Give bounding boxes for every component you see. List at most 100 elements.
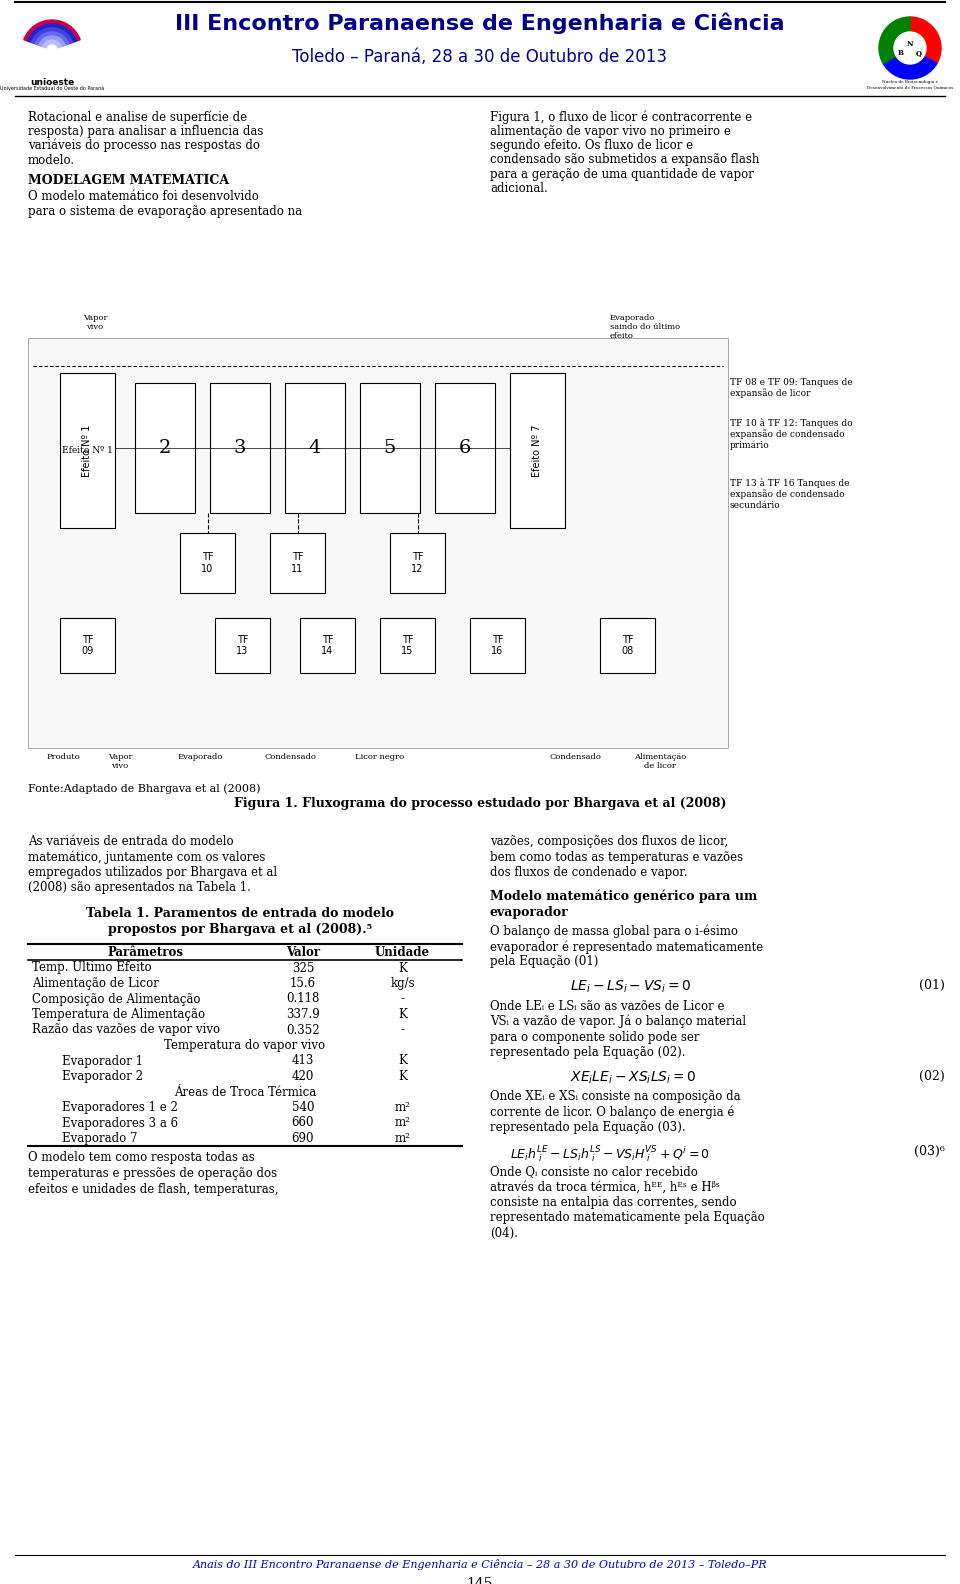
Wedge shape xyxy=(910,17,941,63)
Text: TF
09: TF 09 xyxy=(82,635,94,656)
Text: Tabela 1. Paramentos de entrada do modelo: Tabela 1. Paramentos de entrada do model… xyxy=(86,908,394,920)
Text: Áreas de Troca Térmica: Áreas de Troca Térmica xyxy=(174,1085,316,1098)
Wedge shape xyxy=(42,40,61,48)
Bar xyxy=(215,618,270,673)
Text: TF
14: TF 14 xyxy=(322,635,334,656)
Text: corrente de licor. O balanço de energia é: corrente de licor. O balanço de energia … xyxy=(490,1106,734,1118)
Wedge shape xyxy=(879,17,910,63)
Text: Licor negro: Licor negro xyxy=(355,752,404,760)
Circle shape xyxy=(894,32,926,63)
Text: Unidade: Unidade xyxy=(375,946,430,958)
Text: K: K xyxy=(398,1055,407,1068)
Text: N: N xyxy=(907,40,913,48)
Text: 420: 420 xyxy=(292,1071,314,1083)
Text: Universidade Estadual do Oeste do Paraná: Universidade Estadual do Oeste do Paraná xyxy=(0,86,104,90)
Text: 145: 145 xyxy=(467,1578,493,1584)
Bar xyxy=(300,618,355,673)
Text: 15.6: 15.6 xyxy=(290,977,316,990)
Text: Rotacional e analise de superfície de: Rotacional e analise de superfície de xyxy=(28,109,247,124)
Text: $LE_i h^{LE}_{\ i} - LS_i h^{LS}_{\ i} - VS_i H^{VS}_{\ i} + Q^i = 0$: $LE_i h^{LE}_{\ i} - LS_i h^{LS}_{\ i} -… xyxy=(510,1145,710,1164)
Wedge shape xyxy=(24,21,81,41)
Text: evaporador: evaporador xyxy=(490,906,568,919)
Text: O modelo tem como resposta todas as: O modelo tem como resposta todas as xyxy=(28,1152,254,1164)
Text: TF
16: TF 16 xyxy=(492,635,504,656)
Circle shape xyxy=(877,14,943,81)
Text: variáveis do processo nas respostas do: variáveis do processo nas respostas do xyxy=(28,139,260,152)
Text: (03)⁶: (03)⁶ xyxy=(914,1145,945,1158)
Text: representado pela Equação (03).: representado pela Equação (03). xyxy=(490,1121,685,1134)
Wedge shape xyxy=(28,24,77,43)
Text: O modelo matemático foi desenvolvido: O modelo matemático foi desenvolvido xyxy=(28,190,259,203)
Text: representado pela Equação (02).: representado pela Equação (02). xyxy=(490,1045,685,1060)
Bar xyxy=(600,618,655,673)
Text: Onde LEᵢ e LSᵢ são as vazões de Licor e: Onde LEᵢ e LSᵢ são as vazões de Licor e xyxy=(490,1000,725,1012)
Text: Alimentação de Licor: Alimentação de Licor xyxy=(32,977,158,990)
Text: $XE_i LE_i - XS_i LS_i = 0$: $XE_i LE_i - XS_i LS_i = 0$ xyxy=(570,1069,697,1087)
Text: temperaturas e pressões de operação dos: temperaturas e pressões de operação dos xyxy=(28,1167,277,1180)
Text: através da troca térmica, hᴱᴱ, hᴱˢ e Hᵝˢ: através da troca térmica, hᴱᴱ, hᴱˢ e Hᵝˢ xyxy=(490,1180,720,1193)
Text: adicional.: adicional. xyxy=(490,182,548,195)
Bar xyxy=(135,383,195,513)
Text: 4: 4 xyxy=(309,439,322,458)
Text: Valor: Valor xyxy=(286,946,320,958)
Text: Figura 1. Fluxograma do processo estudado por Bhargava et al (2008): Figura 1. Fluxograma do processo estudad… xyxy=(233,797,727,809)
Text: efeitos e unidades de flash, temperaturas,: efeitos e unidades de flash, temperatura… xyxy=(28,1183,278,1196)
Text: Temperatura do vapor vivo: Temperatura do vapor vivo xyxy=(164,1039,325,1052)
Text: Evaporado
saindo do último
efeito: Evaporado saindo do último efeito xyxy=(610,314,680,341)
Text: consiste na entalpia das correntes, sendo: consiste na entalpia das correntes, send… xyxy=(490,1196,736,1209)
Text: TF 10 à TF 12: Tanques do
expansão de condensado
primário: TF 10 à TF 12: Tanques do expansão de co… xyxy=(730,418,852,450)
Text: 337.9: 337.9 xyxy=(286,1007,320,1022)
Text: matemático, juntamente com os valores: matemático, juntamente com os valores xyxy=(28,851,265,863)
Text: Evaporadores 3 a 6: Evaporadores 3 a 6 xyxy=(62,1117,179,1129)
Bar xyxy=(360,383,420,513)
Text: bem como todas as temperaturas e vazões: bem como todas as temperaturas e vazões xyxy=(490,851,743,863)
Text: Condensado: Condensado xyxy=(264,752,316,760)
Text: Anais do III Encontro Paranaense de Engenharia e Ciência – 28 a 30 de Outubro de: Anais do III Encontro Paranaense de Enge… xyxy=(193,1559,767,1570)
Text: Evaporador 1: Evaporador 1 xyxy=(62,1055,143,1068)
Text: TF 08 e TF 09: Tanques de
expansão de licor: TF 08 e TF 09: Tanques de expansão de li… xyxy=(730,379,852,398)
Text: TF 13 à TF 16 Tanques de
expansão de condensado
secundário: TF 13 à TF 16 Tanques de expansão de con… xyxy=(730,478,850,510)
Text: $LE_i - LS_i - VS_i = 0$: $LE_i - LS_i - VS_i = 0$ xyxy=(570,979,691,995)
Text: (02): (02) xyxy=(920,1069,945,1082)
Text: Efeito Nº 1: Efeito Nº 1 xyxy=(83,425,92,477)
Text: Onde Qᵢ consiste no calor recebido: Onde Qᵢ consiste no calor recebido xyxy=(490,1164,698,1178)
Text: modelo.: modelo. xyxy=(28,154,75,166)
Bar xyxy=(270,532,325,592)
Text: 540: 540 xyxy=(292,1101,314,1114)
Text: m²: m² xyxy=(395,1133,411,1145)
Text: 0.118: 0.118 xyxy=(286,993,320,1006)
Text: Alimentação
de licor: Alimentação de licor xyxy=(634,752,686,770)
Text: Temp. Ultimo Efeito: Temp. Ultimo Efeito xyxy=(32,961,152,974)
Text: III Encontro Paranaense de Engenharia e Ciência: III Encontro Paranaense de Engenharia e … xyxy=(175,13,785,33)
Text: propostos por Bhargava et al (2008).⁵: propostos por Bhargava et al (2008).⁵ xyxy=(108,922,372,936)
Text: alimentação de vapor vivo no primeiro e: alimentação de vapor vivo no primeiro e xyxy=(490,125,731,138)
Text: Razão das vazões de vapor vivo: Razão das vazões de vapor vivo xyxy=(32,1023,220,1036)
Text: TF
08: TF 08 xyxy=(621,635,634,656)
Text: Núcleo de Biotecnologia e: Núcleo de Biotecnologia e xyxy=(882,81,938,84)
Text: 6: 6 xyxy=(459,439,471,458)
Text: dos fluxos de condenado e vapor.: dos fluxos de condenado e vapor. xyxy=(490,866,687,879)
Text: Figura 1, o fluxo de licor é contracorrente e: Figura 1, o fluxo de licor é contracorre… xyxy=(490,109,752,124)
Text: Efeito Nº 1: Efeito Nº 1 xyxy=(62,447,113,455)
Wedge shape xyxy=(38,36,65,46)
Bar xyxy=(28,337,728,748)
Text: resposta) para analisar a influencia das: resposta) para analisar a influencia das xyxy=(28,125,263,138)
Text: segundo efeito. Os fluxo de licor e: segundo efeito. Os fluxo de licor e xyxy=(490,139,693,152)
Text: Efeito Nº 7: Efeito Nº 7 xyxy=(533,425,542,477)
Text: Parâmetros: Parâmetros xyxy=(108,946,183,958)
Text: B: B xyxy=(898,49,904,57)
Wedge shape xyxy=(883,48,937,79)
Text: O balanço de massa global para o i-ésimo: O balanço de massa global para o i-ésimo xyxy=(490,925,738,938)
Text: TF
12: TF 12 xyxy=(411,553,423,573)
Text: Fonte:Adaptado de Bhargava et al (2008): Fonte:Adaptado de Bhargava et al (2008) xyxy=(28,782,260,794)
Text: kg/s: kg/s xyxy=(390,977,415,990)
Text: (01): (01) xyxy=(919,979,945,992)
Text: m²: m² xyxy=(395,1101,411,1114)
Text: (04).: (04). xyxy=(490,1228,518,1240)
Text: 2: 2 xyxy=(158,439,171,458)
Text: Temperatura de Alimentação: Temperatura de Alimentação xyxy=(32,1007,205,1022)
Text: vazões, composições dos fluxos de licor,: vazões, composições dos fluxos de licor, xyxy=(490,835,729,847)
Text: 660: 660 xyxy=(292,1117,314,1129)
Text: 5: 5 xyxy=(384,439,396,458)
Text: MODELAGEM MATEMATICA: MODELAGEM MATEMATICA xyxy=(28,174,229,187)
